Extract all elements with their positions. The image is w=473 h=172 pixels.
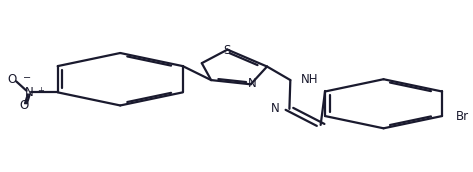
Text: Br: Br [456, 110, 469, 122]
Text: N: N [271, 102, 279, 115]
Text: +: + [37, 86, 44, 95]
Text: S: S [224, 44, 231, 57]
Text: O: O [8, 73, 17, 86]
Text: −: − [23, 73, 31, 83]
Text: N: N [248, 77, 256, 90]
Text: O: O [19, 99, 29, 112]
Text: NH: NH [301, 73, 318, 86]
Text: N: N [25, 86, 33, 99]
